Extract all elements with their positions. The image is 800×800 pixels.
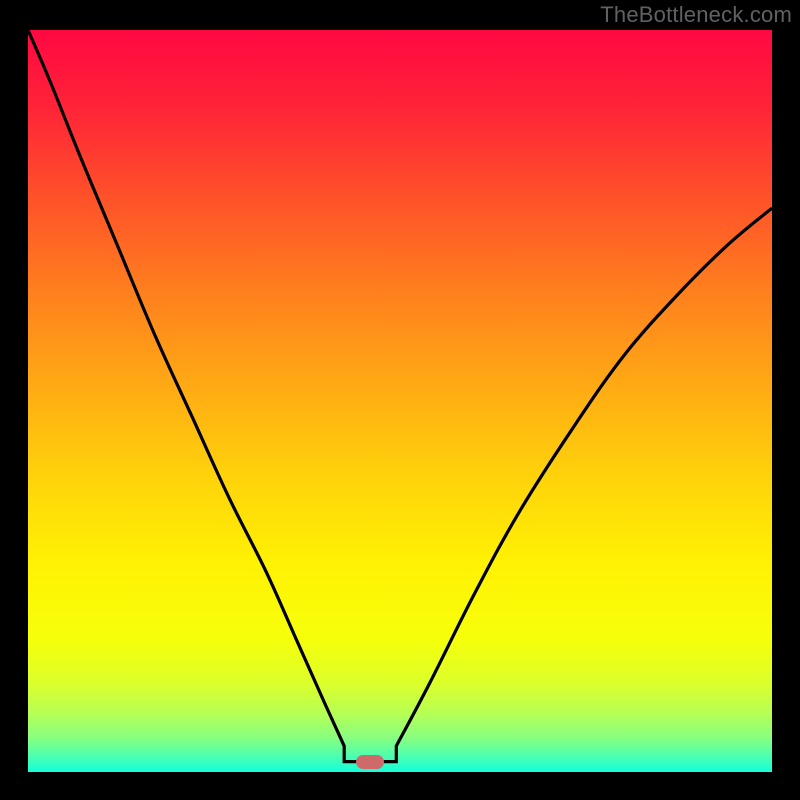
curve-path bbox=[28, 30, 772, 762]
watermark-text: TheBottleneck.com bbox=[600, 2, 792, 28]
plot-area bbox=[28, 30, 772, 772]
optimum-marker bbox=[356, 755, 384, 769]
chart-container: { "watermark": { "text": "TheBottleneck.… bbox=[0, 0, 800, 800]
bottleneck-curve bbox=[28, 30, 772, 772]
